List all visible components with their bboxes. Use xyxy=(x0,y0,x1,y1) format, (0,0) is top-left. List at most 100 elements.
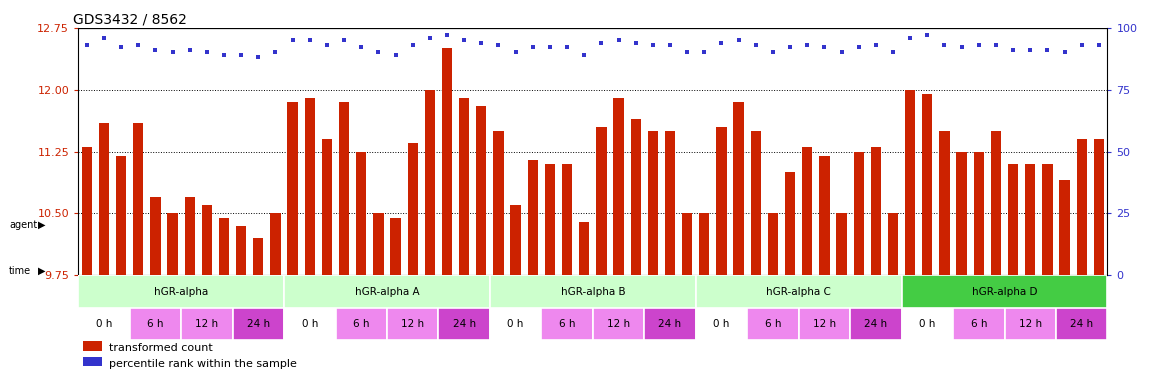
Bar xyxy=(83,341,102,351)
Bar xyxy=(888,214,898,275)
Bar xyxy=(748,308,798,340)
Bar xyxy=(168,214,178,275)
Bar xyxy=(305,98,315,275)
Text: 6 h: 6 h xyxy=(559,319,575,329)
Text: 0 h: 0 h xyxy=(95,319,112,329)
Point xyxy=(215,52,233,58)
Text: transformed count: transformed count xyxy=(109,343,213,353)
Bar xyxy=(734,102,744,275)
Point xyxy=(267,50,285,56)
Bar xyxy=(1076,139,1087,275)
Bar xyxy=(991,131,1002,275)
Point xyxy=(935,42,953,48)
Text: hGR-alpha D: hGR-alpha D xyxy=(972,286,1037,297)
Bar xyxy=(116,156,126,275)
Point xyxy=(833,50,851,56)
Point xyxy=(455,37,474,43)
Bar xyxy=(580,222,590,275)
Point xyxy=(644,42,662,48)
Point xyxy=(404,42,422,48)
Bar xyxy=(493,131,504,275)
Text: 6 h: 6 h xyxy=(765,319,781,329)
Bar xyxy=(853,152,864,275)
Bar xyxy=(665,131,675,275)
Text: 0 h: 0 h xyxy=(507,319,523,329)
Bar xyxy=(802,147,812,275)
Text: 12 h: 12 h xyxy=(401,319,424,329)
Text: 24 h: 24 h xyxy=(1071,319,1094,329)
Point xyxy=(335,37,353,43)
Bar xyxy=(1042,164,1052,275)
Point xyxy=(369,50,388,56)
Bar xyxy=(442,48,452,275)
Point xyxy=(283,37,301,43)
Text: 12 h: 12 h xyxy=(196,319,218,329)
Point xyxy=(489,42,507,48)
Point xyxy=(764,50,782,56)
Point xyxy=(438,32,457,38)
Bar xyxy=(288,102,298,275)
Bar xyxy=(201,205,212,275)
Bar xyxy=(82,147,92,275)
Bar xyxy=(424,89,435,275)
Bar xyxy=(182,308,232,340)
Bar xyxy=(130,308,182,340)
Bar xyxy=(545,164,555,275)
Bar xyxy=(696,308,748,340)
Bar xyxy=(922,94,933,275)
Point xyxy=(746,42,765,48)
Bar xyxy=(407,143,417,275)
Point xyxy=(300,37,319,43)
Point xyxy=(592,40,611,46)
Bar xyxy=(184,197,194,275)
Point xyxy=(884,50,903,56)
Bar xyxy=(232,308,284,340)
Bar xyxy=(490,308,542,340)
Bar xyxy=(596,127,606,275)
Point xyxy=(781,45,799,51)
Bar xyxy=(83,357,102,366)
Bar xyxy=(1025,164,1035,275)
Text: ▶: ▶ xyxy=(38,220,46,230)
Bar xyxy=(819,156,829,275)
Bar xyxy=(528,160,538,275)
Text: 0 h: 0 h xyxy=(301,319,317,329)
Bar xyxy=(682,214,692,275)
Point xyxy=(250,54,268,60)
Bar xyxy=(716,127,727,275)
Point xyxy=(729,37,748,43)
Point xyxy=(1021,47,1040,53)
Point xyxy=(952,45,971,51)
Text: 6 h: 6 h xyxy=(971,319,987,329)
Bar xyxy=(374,214,384,275)
Text: agent: agent xyxy=(9,220,38,230)
Bar xyxy=(490,275,696,308)
Text: GDS3432 / 8562: GDS3432 / 8562 xyxy=(74,13,187,26)
Bar xyxy=(905,89,915,275)
Bar xyxy=(133,122,144,275)
Bar xyxy=(390,218,400,275)
Text: 24 h: 24 h xyxy=(659,319,682,329)
Point xyxy=(918,32,936,38)
Point xyxy=(900,35,919,41)
Bar xyxy=(630,119,641,275)
Text: 24 h: 24 h xyxy=(865,319,888,329)
Text: 6 h: 6 h xyxy=(147,319,163,329)
Point xyxy=(695,50,713,56)
Bar xyxy=(798,308,850,340)
Point xyxy=(987,42,1005,48)
Bar xyxy=(336,308,386,340)
Bar xyxy=(438,308,490,340)
Point xyxy=(798,42,816,48)
Bar xyxy=(511,205,521,275)
Text: ▶: ▶ xyxy=(38,266,46,276)
Point xyxy=(815,45,834,51)
Point xyxy=(558,45,576,51)
Bar xyxy=(476,106,486,275)
Point xyxy=(523,45,542,51)
Point xyxy=(421,35,439,41)
Bar xyxy=(644,308,696,340)
Point xyxy=(112,45,130,51)
Point xyxy=(610,37,628,43)
Point xyxy=(129,42,147,48)
